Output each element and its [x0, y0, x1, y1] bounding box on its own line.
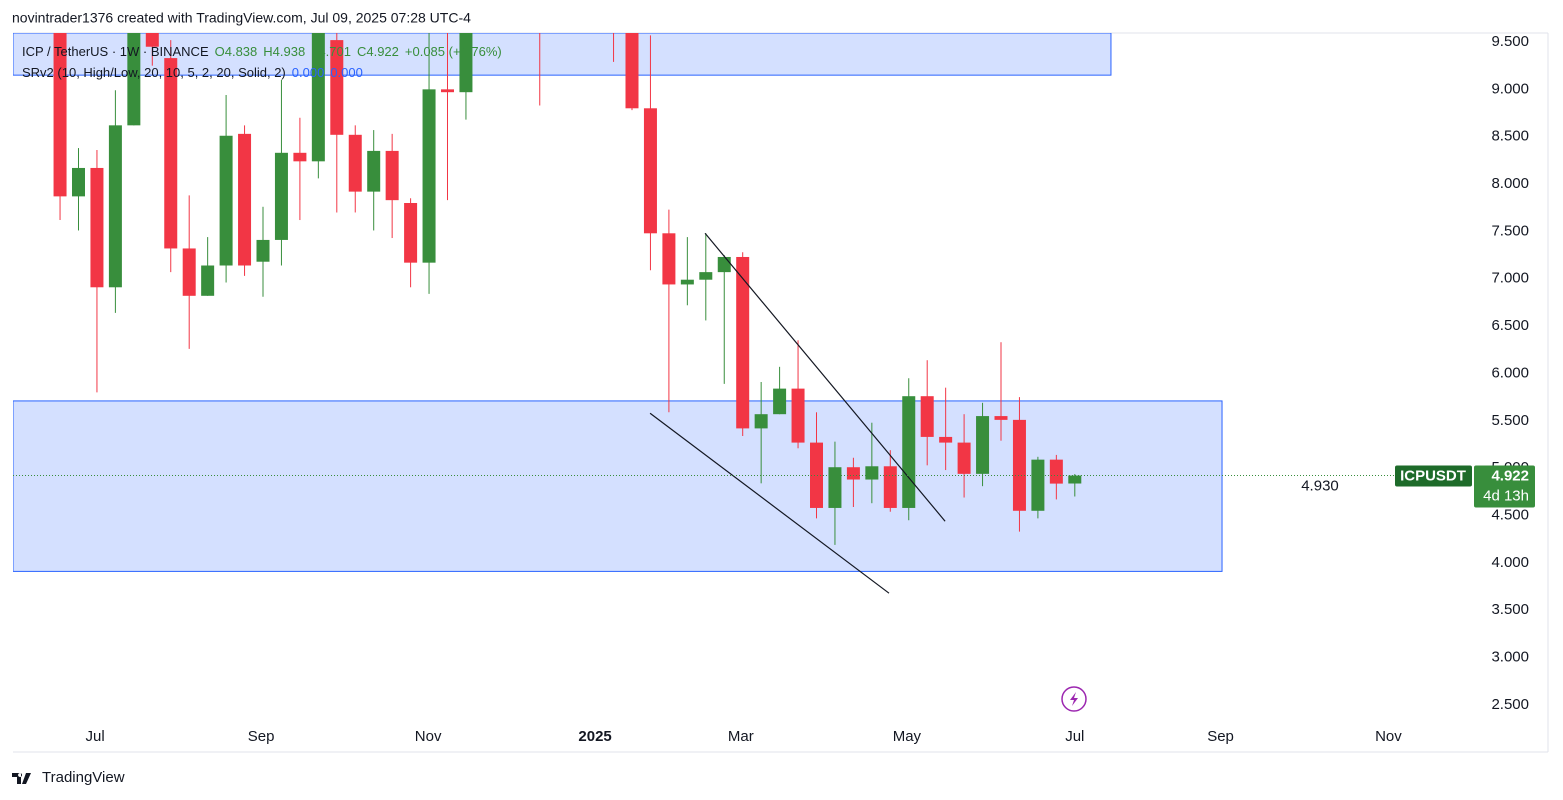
candle-body	[404, 202, 418, 263]
candle-body	[680, 279, 694, 285]
candle-body	[1068, 475, 1082, 484]
candle-body	[459, 33, 473, 93]
candle-body	[293, 152, 307, 162]
x-tick-label: May	[893, 728, 922, 745]
y-tick-label: 3.500	[1491, 601, 1529, 618]
indicator-line: SRv2 (10, High/Low, 20, 10, 5, 2, 20, So…	[22, 65, 363, 80]
x-tick-label: Nov	[1375, 728, 1402, 745]
overlay: 9.500 9.000 8.500 8.000 7.500 7.000 6.500 6.000…	[22, 33, 1535, 745]
candle-body	[385, 150, 399, 201]
candle-body	[440, 89, 454, 93]
candle-body	[219, 135, 233, 266]
candle-body	[846, 467, 860, 480]
countdown-text: 4d 13h	[1483, 488, 1529, 505]
x-tick-label: Mar	[728, 728, 754, 745]
legend-line: ICP / TetherUS · 1W · BINANCE O4.838 H4.93…	[22, 44, 502, 59]
symbol-badge	[1395, 465, 1472, 487]
price-badge-text: 4.922	[1491, 468, 1529, 485]
candle-body	[1031, 459, 1045, 511]
symbol-badge-text: ICPUSDT	[1400, 468, 1466, 485]
candle-body	[791, 388, 805, 443]
y-tick-label: 8.500	[1491, 128, 1529, 145]
candle-body	[828, 467, 842, 508]
candle-body	[478, 0, 491, 14]
y-tick-label: 4.500	[1491, 506, 1529, 523]
candle-body	[201, 265, 215, 296]
tv-logo	[12, 773, 31, 784]
y-tick-label: 4.000	[1491, 554, 1529, 571]
candle-body	[920, 396, 934, 437]
candle-body	[902, 396, 916, 508]
y-tick-label: 8.000	[1491, 175, 1529, 192]
candle-body	[256, 239, 270, 262]
footer-brand: TradingView	[42, 769, 125, 786]
annotation: 4.930	[1301, 478, 1339, 495]
legend-ohlc: +0.085 (+1.76%)	[405, 44, 502, 59]
legend-ohlc: L4.701	[311, 44, 351, 59]
trendline	[704, 232, 946, 522]
candle-body	[643, 108, 657, 234]
candle-body	[182, 248, 196, 296]
legend-ohlc: C4.922	[357, 44, 399, 59]
candle-body	[883, 466, 897, 508]
zone	[13, 33, 1112, 76]
candle-body	[108, 125, 122, 288]
candle-body	[311, 33, 325, 162]
lightning-icon	[1061, 686, 1087, 712]
trendline	[649, 412, 890, 594]
indicator-value: 0.000	[330, 65, 363, 80]
price-badge	[1474, 465, 1535, 508]
candle-body	[773, 388, 787, 415]
candle-body	[238, 133, 252, 266]
candle-body	[90, 167, 104, 288]
candle-body	[145, 33, 159, 47]
candle-body	[1049, 459, 1063, 484]
candle-body	[274, 152, 288, 240]
candle-body	[662, 233, 676, 285]
x-tick-label: Jul	[86, 728, 105, 745]
x-tick-label: Nov	[415, 728, 442, 745]
header-text: novintrader1376 created with TradingView…	[12, 10, 471, 26]
candle-body	[736, 256, 750, 429]
x-tick-label: Sep	[1207, 728, 1234, 745]
legend-symbol: ICP / TetherUS · 1W · BINANCE	[22, 44, 209, 59]
candle-body	[127, 33, 141, 126]
y-tick-label: 9.500	[1491, 33, 1529, 50]
candle-body	[164, 58, 178, 249]
candle-body	[717, 256, 731, 273]
y-tick-label: 7.500	[1491, 222, 1529, 239]
candle-body	[53, 33, 67, 197]
y-tick-label: 7.000	[1491, 270, 1529, 287]
candle-body	[865, 466, 879, 480]
candle-body	[348, 134, 362, 192]
candle-body	[699, 272, 713, 280]
candle-body	[939, 436, 953, 443]
candle-body	[809, 442, 823, 508]
y-tick-label: 6.500	[1491, 317, 1529, 334]
x-tick-label: Jul	[1065, 728, 1084, 745]
x-tick-label: 2025	[578, 728, 611, 745]
indicator-name: SRv2 (10, High/Low, 20, 10, 5, 2, 20, So…	[22, 65, 286, 80]
legend-ohlc: H4.938	[263, 44, 305, 59]
y-tick-label: 5.500	[1491, 412, 1529, 429]
candle-body	[330, 40, 344, 135]
candle-body	[625, 33, 639, 109]
candle-body	[71, 167, 85, 197]
candle-body	[994, 416, 1008, 420]
candle-body	[754, 414, 768, 429]
candle-body	[976, 416, 990, 474]
y-tick-label: 2.500	[1491, 696, 1529, 713]
candle-body	[1012, 419, 1026, 511]
y-tick-label: 3.000	[1491, 649, 1529, 666]
indicator-value: 0.000	[292, 65, 325, 80]
x-tick-label: Sep	[248, 728, 275, 745]
y-tick-label: 6.000	[1491, 364, 1529, 381]
candle-body	[957, 442, 971, 474]
plot	[13, 0, 1470, 594]
legend-ohlc: O4.838	[215, 44, 258, 59]
y-tick-label: 9.000	[1491, 80, 1529, 97]
candle-body	[422, 89, 436, 263]
candle-body	[367, 150, 381, 192]
